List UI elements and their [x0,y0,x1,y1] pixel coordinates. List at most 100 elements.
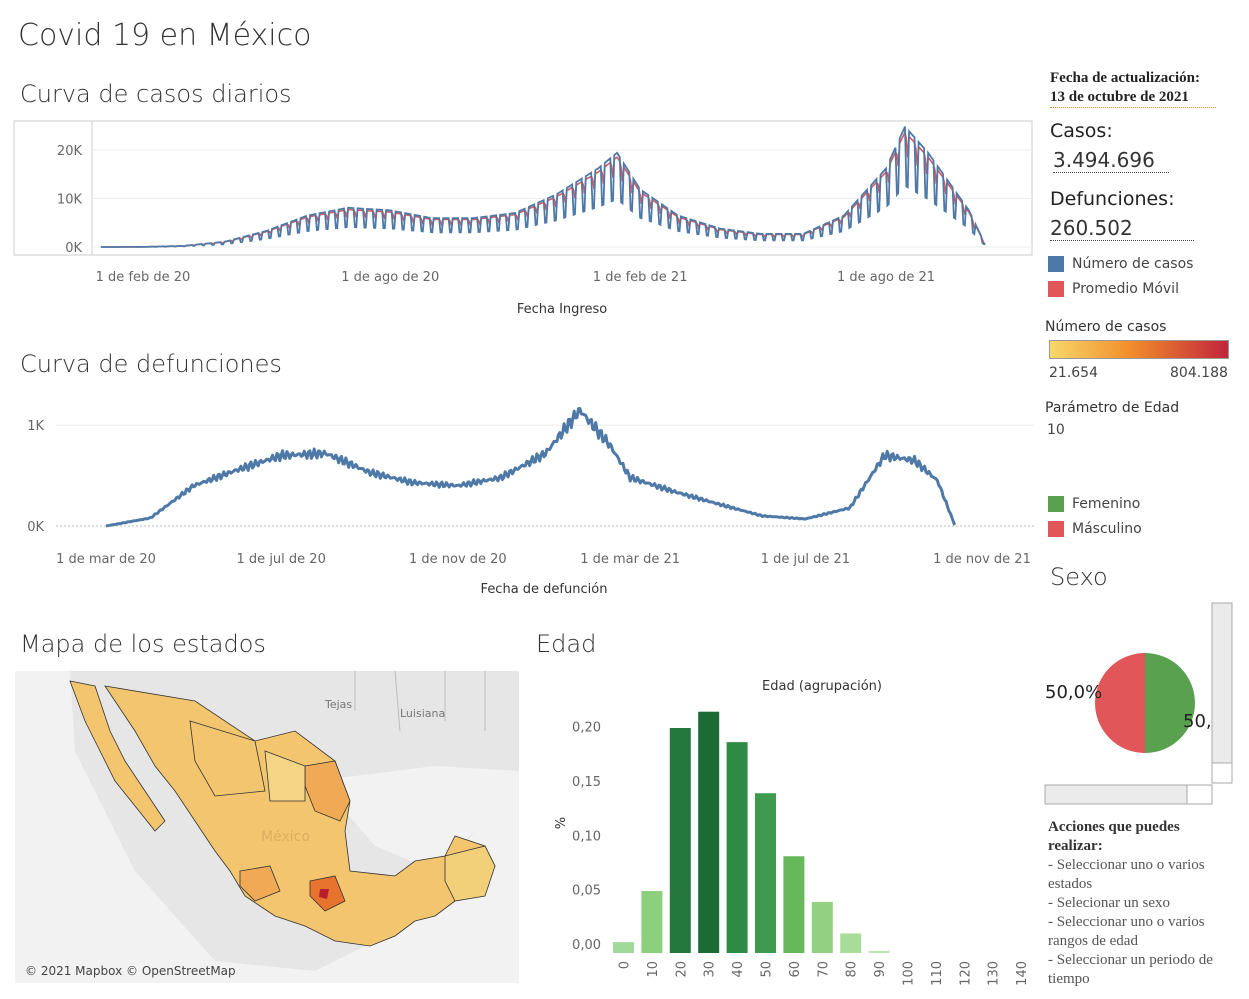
map-label-mexico: México [261,829,310,845]
deaths-y-tick: 1K [27,419,44,434]
page-title: Covid 19 en México [18,18,312,53]
deaths-chart-title: Curva de defunciones [20,350,282,378]
age-x-tick: 50 [760,961,775,978]
deaths-x-tick: 1 de nov de 21 [933,552,1031,567]
age-y-tick: 0,15 [572,775,601,790]
cases-y-tick: 20K [57,144,83,159]
age-title: Edad [536,630,597,658]
legend-swatch-male [1048,520,1064,537]
legend-swatch-moving-avg [1048,280,1064,297]
age-bar[interactable] [669,728,691,953]
cases-x-tick: 1 de feb de 21 [593,270,688,285]
map-label-tejas: Tejas [324,698,352,711]
pie-vscroll-track[interactable] [1211,602,1233,784]
age-x-tick: 70 [816,961,831,978]
deaths-x-tick: 1 de mar de 20 [56,552,156,567]
series-line-deaths[interactable] [105,407,957,528]
age-param-value[interactable]: 10 [1047,422,1065,438]
update-date: 13 de octubre de 2021 [1050,89,1189,105]
series-legend: Número de casos Promedio Móvil [1048,251,1193,301]
color-legend-max: 804.188 [1170,365,1228,381]
deaths-chart[interactable]: 0K 1K 1 de mar de 20 1 de jul de 20 1 de no… [10,385,1040,600]
action-item: - Seleccionar uno o varios rangos de eda… [1048,914,1205,949]
state-baja-california[interactable] [69,680,166,832]
color-legend-min: 21.654 [1049,365,1098,381]
age-y-tick: 0,05 [572,884,601,899]
age-x-tick: 130 [987,961,1002,986]
update-label: Fecha de actualización: [1050,70,1200,86]
age-bar[interactable] [726,742,748,953]
pie-slice-male[interactable] [1095,653,1145,753]
age-bar[interactable] [641,891,663,953]
legend-label-female: Femenino [1072,495,1141,512]
age-bar[interactable] [868,950,890,953]
legend-item-male[interactable]: Másculino [1048,516,1142,541]
pie-hscroll-thumb[interactable] [1186,784,1213,805]
age-bar[interactable] [613,942,634,953]
series-line-moving-avg[interactable] [100,129,986,248]
series-line-cases[interactable] [100,126,986,248]
age-bar[interactable] [840,933,862,953]
color-legend-title: Número de casos [1045,319,1167,335]
legend-swatch-female [1048,495,1064,512]
age-bar[interactable] [783,856,805,953]
age-y-tick: 0,20 [572,721,601,736]
sex-legend: Femenino Másculino [1048,491,1142,541]
state-yucatan[interactable] [444,845,496,902]
map-attribution[interactable]: © 2021 Mapbox © OpenStreetMap [25,964,236,978]
age-bar[interactable] [755,793,776,953]
age-x-tick: 30 [703,961,718,978]
age-bar[interactable] [811,901,833,953]
cases-kpi-value: 3.494.696 [1053,148,1169,173]
cases-chart-frame [13,120,1033,256]
pie-vscroll-thumb[interactable] [1211,762,1233,784]
deaths-x-tick: 1 de jul de 21 [761,552,850,567]
deaths-x-axis-title: Fecha de defunción [481,582,608,597]
map-label-luisiana: Luisiana [400,707,445,720]
cases-x-tick: 1 de ago de 21 [837,270,935,285]
legend-item-moving-avg[interactable]: Promedio Móvil [1048,276,1193,301]
age-param-label: Parámetro de Edad [1045,400,1180,416]
cases-chart[interactable]: 0K 10K 20K 1 de feb de 20 1 de ago de 20 1 d… [10,115,1040,325]
age-bar[interactable] [698,711,720,953]
legend-item-cases[interactable]: Número de casos [1048,251,1193,276]
age-chart-title: Edad (agrupación) [762,679,882,694]
state-cdmx-core[interactable] [319,889,329,899]
us-borders [354,671,486,732]
age-y-tick: 0,00 [572,938,601,953]
pie-label-female: 50, [1183,711,1212,732]
state-coahuila[interactable] [264,750,306,802]
sex-title: Sexo [1050,563,1108,591]
deaths-y-tick: 0K [27,520,44,535]
sex-pie-chart[interactable]: 50,0% 50, [1040,600,1240,810]
cases-y-tick: 0K [65,241,82,256]
deaths-x-tick: 1 de nov de 20 [409,552,507,567]
age-x-tick: 20 [674,961,689,978]
gulf-area [315,766,519,871]
legend-label-male: Másculino [1072,520,1142,537]
states-map[interactable]: Tejas Luisiana México © 2021 Mapbox © Op… [15,671,519,983]
cases-chart-title: Curva de casos diarios [20,80,292,108]
action-item: - Seleccionar un periodo de tiempo [1048,952,1213,987]
state-chihuahua[interactable] [189,720,266,797]
cases-y-tick: 10K [57,193,83,208]
cases-x-tick: 1 de feb de 20 [96,270,191,285]
age-x-tick: 140 [1015,961,1030,986]
pie-label-male: 50,0% [1045,682,1102,703]
color-legend-gradient [1049,340,1229,359]
age-x-tick: 80 [845,961,860,978]
age-x-tick: 100 [902,961,917,986]
age-chart[interactable]: Edad (agrupación) % 0,00 0,05 0,10 0,15 0,20… [535,670,1035,990]
legend-label-cases: Número de casos [1072,255,1194,272]
cases-x-axis-title: Fecha Ingreso [517,302,607,317]
age-y-axis-title: % [551,817,566,829]
cases-kpi-label: Casos: [1050,120,1113,142]
age-x-tick: 40 [731,961,746,978]
pie-slice-female[interactable] [1145,653,1195,753]
deaths-x-tick: 1 de jul de 20 [237,552,326,567]
state-jalisco[interactable] [239,865,281,902]
age-x-tick: 10 [646,961,661,978]
age-y-tick: 0,10 [572,829,601,844]
age-x-tick: 120 [958,961,973,986]
legend-item-female[interactable]: Femenino [1048,491,1142,516]
